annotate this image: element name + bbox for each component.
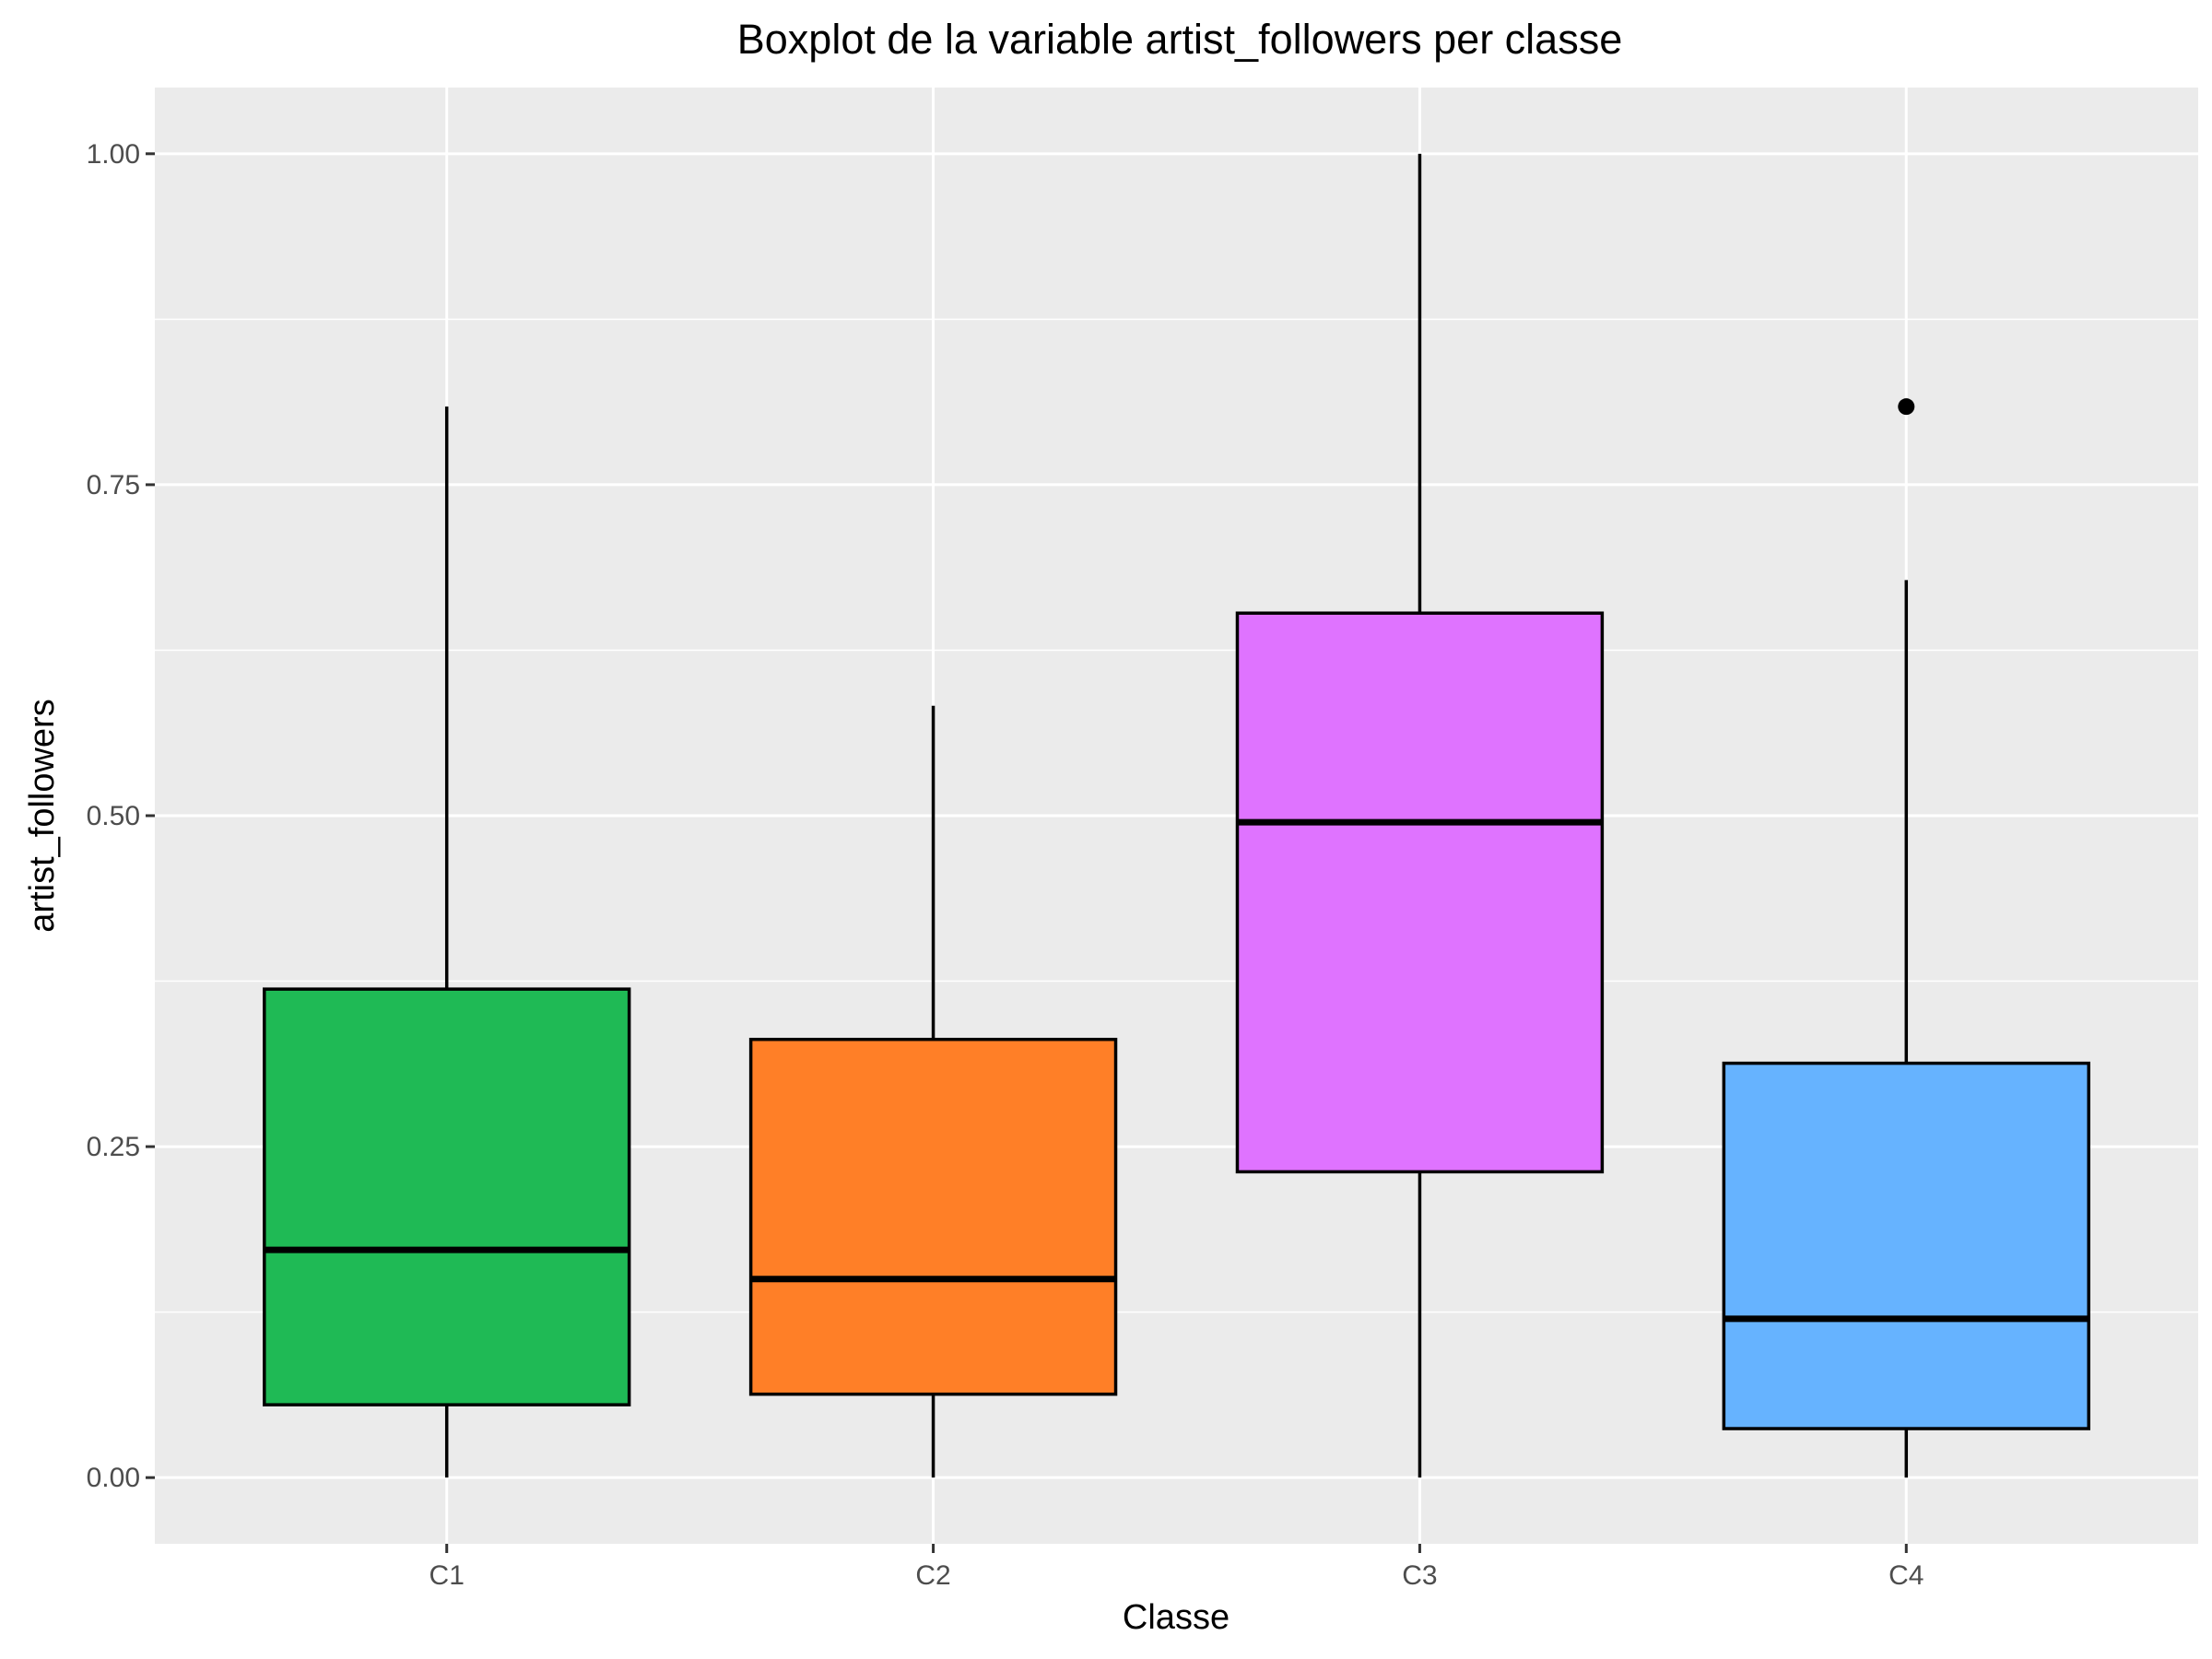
- y-tick-label: 1.00: [87, 139, 140, 170]
- y-axis-title: artist_followers: [23, 699, 62, 932]
- y-tick-label: 0.75: [87, 470, 140, 500]
- y-tick-label: 0.50: [87, 801, 140, 831]
- box-c2: [748, 705, 1118, 1478]
- x-tick-label: C3: [1402, 1560, 1437, 1591]
- y-tick-label: 0.00: [87, 1463, 140, 1493]
- box-c1: [263, 406, 631, 1478]
- y-tick-label: 0.25: [87, 1132, 140, 1162]
- x-axis: C1 C2 C3 C4: [429, 1544, 1924, 1591]
- outlier-point: [1898, 398, 1915, 416]
- box-iqr: [1235, 611, 1605, 1174]
- x-tick-label: C4: [1888, 1560, 1924, 1591]
- chart-title: Boxplot de la variable artist_followers …: [737, 16, 1622, 63]
- box-c4: [1722, 398, 2090, 1478]
- y-axis: 0.00 0.25 0.50 0.75 1.00: [87, 139, 155, 1493]
- box-iqr: [748, 1037, 1118, 1396]
- x-axis-title: Classe: [1123, 1598, 1230, 1637]
- box-c3: [1235, 153, 1605, 1478]
- box-iqr: [1722, 1061, 2090, 1430]
- box-iqr: [263, 987, 631, 1406]
- x-tick-label: C1: [429, 1560, 465, 1591]
- box-group: [263, 153, 2090, 1478]
- x-tick-label: C2: [915, 1560, 950, 1591]
